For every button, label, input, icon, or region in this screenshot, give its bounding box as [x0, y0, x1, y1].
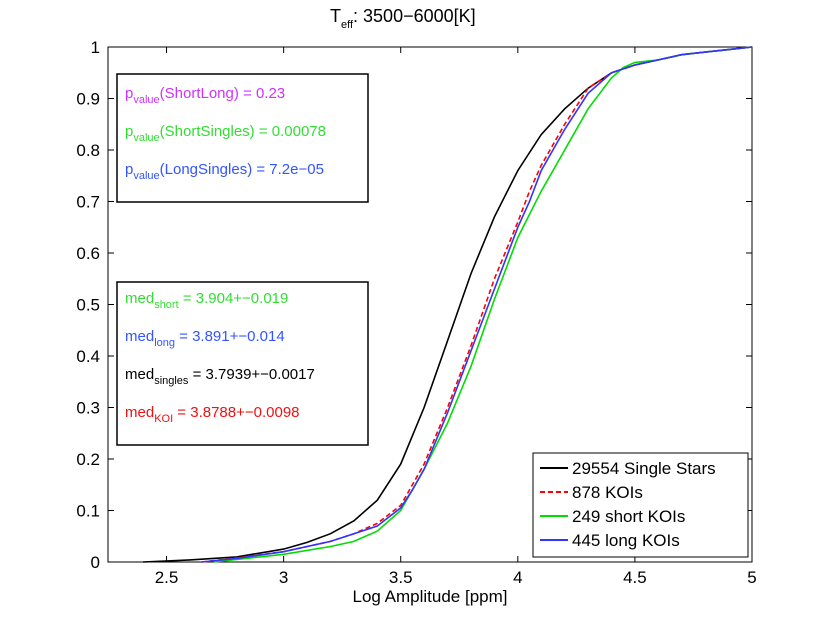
x-tick-label: 4.5 — [623, 568, 647, 587]
y-tick-label: 0.7 — [76, 193, 100, 212]
legend-label-3: 445 long KOIs — [572, 531, 680, 550]
pvalue-annotations: pvalue(ShortLong) = 0.23 pvalue(ShortSing… — [125, 85, 326, 182]
series-line-3 — [201, 46, 753, 563]
y-tick-label: 0.4 — [76, 347, 100, 366]
y-tick-label: 0 — [91, 553, 100, 572]
median-box — [116, 281, 369, 446]
legend-label-2: 249 short KOIs — [572, 507, 685, 526]
median-annotation-1: medlong = 3.891+−0.014 — [125, 328, 285, 349]
y-tick-label: 0.3 — [76, 399, 100, 418]
x-tick-label: 3 — [279, 568, 288, 587]
pvalue-box — [116, 73, 369, 203]
legend-label-1: 878 KOIs — [572, 483, 643, 502]
median-annotation-0: medshort = 3.904+−0.019 — [125, 290, 288, 311]
legend-label-0: 29554 Single Stars — [572, 459, 716, 478]
pvalue-annotation-1: pvalue(ShortSingles) = 0.00078 — [125, 123, 326, 144]
median-annotation-2: medsingles = 3.7939+−0.0017 — [125, 366, 315, 387]
median-annotation-3: medKOI = 3.8788+−0.0098 — [125, 404, 300, 425]
y-tick-label: 0.6 — [76, 244, 100, 263]
series-lines — [143, 46, 753, 563]
y-tick-label: 0.8 — [76, 141, 100, 160]
median-annotations: medshort = 3.904+−0.019 medlong = 3.891+−… — [125, 290, 315, 425]
legend — [532, 452, 749, 558]
pvalue-annotation-2: pvalue(LongSingles) = 7.2e−05 — [125, 161, 324, 182]
x-tick-label: 2.5 — [155, 568, 179, 587]
y-tick-label: 0.5 — [76, 296, 100, 315]
y-tick-label: 0.9 — [76, 90, 100, 109]
y-tick-label: 0.1 — [76, 502, 100, 521]
legend-entries: 29554 Single Stars 878 KOIs 249 short KOIs… — [540, 459, 716, 550]
y-tick-label: 1 — [91, 38, 100, 57]
x-tick-label: 5 — [747, 568, 756, 587]
pvalue-annotation-0: pvalue(ShortLong) = 0.23 — [125, 85, 285, 106]
chart-title: Teff: 3500−6000[K] — [330, 6, 476, 31]
axis-ticks: 2.5 3 3.5 4 4.5 5 0 0.1 0.2 0.3 0.4 0.5 0.6 0.7 0.8 0.9… — [76, 38, 756, 587]
x-tick-label: 4 — [513, 568, 522, 587]
x-tick-label: 3.5 — [389, 568, 413, 587]
x-axis-label: Log Amplitude [ppm] — [353, 587, 508, 606]
y-tick-label: 0.2 — [76, 450, 100, 469]
